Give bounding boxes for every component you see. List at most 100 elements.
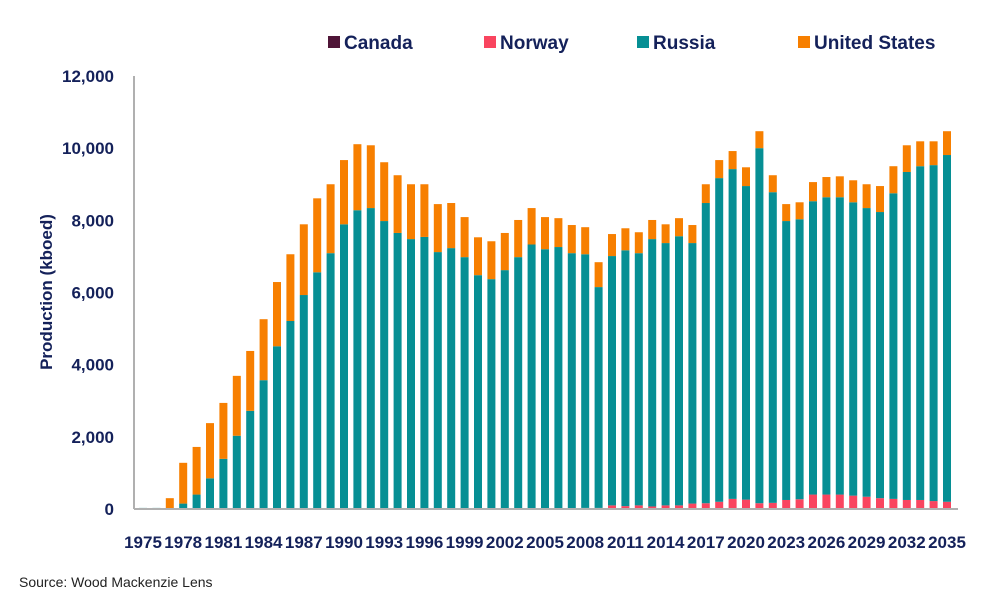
bar-stack-2007: [567, 225, 576, 509]
bar-segment-united-states: [809, 182, 817, 202]
bar-segment-norway: [755, 503, 764, 509]
bar-stack-2013: [648, 219, 657, 509]
bar-segment-united-states: [715, 160, 724, 179]
bar-segment-norway: [943, 501, 951, 509]
bars: [139, 131, 951, 510]
bar-segment-russia: [232, 435, 241, 509]
bar-stack-2022: [768, 175, 777, 509]
x-tick-label: 2008: [566, 533, 604, 552]
bar-segment-norway: [701, 503, 710, 509]
x-tick-label: 2017: [687, 533, 725, 552]
bar-segment-russia: [929, 165, 938, 502]
x-tick-label: 2023: [767, 533, 805, 552]
bar-stack-2017: [701, 184, 710, 509]
bar-stack-1979: [192, 446, 201, 509]
bar-segment-russia: [460, 257, 469, 509]
bar-segment-norway: [809, 494, 817, 509]
x-tick-label: 1978: [164, 533, 202, 552]
bar-segment-united-states: [407, 184, 415, 240]
bar-segment-russia: [648, 239, 657, 507]
legend-swatch: [484, 36, 496, 48]
bar-segment-united-states: [366, 145, 375, 209]
bar-stack-2020: [742, 167, 750, 509]
bar-segment-united-states: [541, 217, 549, 250]
bar-segment-united-states: [527, 208, 536, 245]
bar-segment-norway: [795, 499, 804, 509]
bar-segment-russia: [916, 166, 925, 500]
bar-segment-russia: [809, 201, 817, 495]
y-tick-label: 12,000: [62, 67, 114, 86]
bar-segment-united-states: [246, 350, 255, 411]
bar-stack-1996: [420, 184, 429, 509]
bar-segment-united-states: [380, 162, 389, 222]
bar-segment-united-states: [594, 262, 603, 288]
bar-stack-1992: [366, 145, 375, 509]
legend-label: Canada: [344, 33, 413, 54]
bar-segment-norway: [768, 502, 777, 509]
bar-segment-norway: [608, 505, 616, 509]
bar-segment-russia: [541, 249, 549, 509]
bar-segment-united-states: [929, 141, 938, 166]
bar-stack-2029: [862, 184, 871, 509]
bar-stack-2024: [795, 202, 804, 509]
bar-stack-2016: [688, 225, 697, 509]
legend-item-united-states: United States: [798, 33, 935, 54]
bar-segment-united-states: [393, 175, 402, 233]
bar-stack-2004: [527, 208, 536, 510]
bar-segment-united-states: [500, 232, 509, 271]
bar-segment-norway: [835, 494, 844, 509]
bar-segment-russia: [326, 253, 335, 509]
bar-stack-2034: [929, 141, 938, 509]
bar-segment-russia: [353, 210, 362, 510]
bar-segment-russia: [514, 257, 523, 509]
legend-swatch: [637, 36, 649, 48]
bar-segment-united-states: [648, 219, 657, 240]
bar-stack-2019: [728, 151, 737, 509]
x-tick-label: 2002: [486, 533, 524, 552]
bar-segment-united-states: [474, 237, 482, 276]
bar-segment-russia: [206, 478, 214, 509]
bar-stack-2001: [487, 241, 496, 509]
bar-stack-2028: [849, 180, 858, 509]
legend-item-canada: Canada: [328, 33, 413, 54]
bar-segment-united-states: [849, 180, 858, 203]
bar-stack-1980: [206, 423, 214, 509]
x-tick-label: 2026: [807, 533, 845, 552]
bar-segment-united-states: [326, 184, 335, 254]
bar-segment-russia: [433, 252, 442, 509]
bar-segment-united-states: [179, 462, 188, 504]
x-tick-label: 1981: [204, 533, 242, 552]
bar-segment-united-states: [581, 227, 590, 255]
bar-segment-russia: [634, 253, 643, 506]
bar-segment-united-states: [782, 204, 791, 222]
bar-segment-russia: [822, 197, 831, 495]
legend-item-norway: Norway: [484, 33, 569, 54]
bar-stack-2026: [822, 177, 831, 509]
bar-segment-russia: [393, 232, 402, 509]
bar-stack-2032: [902, 145, 911, 509]
bar-segment-united-states: [232, 375, 241, 436]
bar-segment-russia: [782, 221, 791, 500]
bar-segment-russia: [273, 346, 281, 509]
bar-segment-russia: [246, 410, 255, 509]
x-tick-label: 1987: [285, 533, 323, 552]
bar-segment-russia: [688, 243, 697, 504]
bar-segment-united-states: [447, 203, 456, 249]
legend-item-russia: Russia: [637, 33, 716, 54]
bar-segment-united-states: [192, 446, 201, 495]
legend-label: Russia: [653, 33, 716, 54]
bar-segment-russia: [728, 169, 737, 499]
x-tick-label: 1999: [446, 533, 484, 552]
bar-segment-russia: [219, 458, 228, 509]
bar-segment-norway: [916, 499, 925, 509]
bar-segment-united-states: [835, 176, 844, 198]
bar-segment-russia: [420, 236, 429, 509]
bar-segment-norway: [889, 498, 898, 509]
y-tick-label: 2,000: [71, 428, 114, 447]
bar-segment-united-states: [165, 498, 174, 509]
bar-segment-united-states: [487, 241, 496, 280]
bar-segment-united-states: [862, 184, 871, 209]
legend-swatch: [798, 36, 810, 48]
bar-stack-2018: [715, 160, 724, 509]
